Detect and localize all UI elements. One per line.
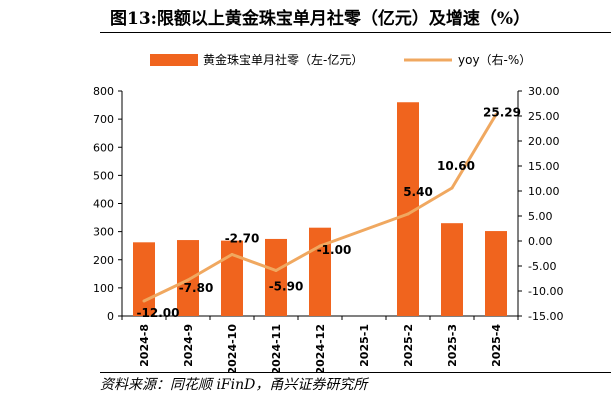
- bar: [309, 227, 331, 316]
- bar: [133, 242, 155, 316]
- bar: [441, 223, 463, 316]
- right-tick-label: 30.00: [528, 85, 560, 98]
- left-tick-label: 100: [93, 282, 114, 295]
- right-tick-label: 25.00: [528, 110, 560, 123]
- x-tick-label: 2025-4: [490, 324, 503, 367]
- yoy-data-label: 10.60: [437, 159, 475, 173]
- yoy-point: [318, 244, 322, 248]
- yoy-data-label: -1.00: [317, 243, 352, 257]
- x-tick-label: 2024-11: [270, 324, 283, 372]
- yoy-point: [186, 278, 190, 282]
- legend-label-bar: 黄金珠宝单月社零（左-亿元）: [203, 52, 363, 67]
- right-tick-label: 0.00: [528, 235, 553, 248]
- bar: [485, 231, 507, 316]
- legend-label-line: yoy（右-%）: [458, 52, 531, 67]
- left-tick-label: 800: [93, 85, 114, 98]
- left-tick-label: 600: [93, 141, 114, 154]
- right-tick-label: -15.00: [528, 310, 563, 323]
- right-tick-label: -10.00: [528, 285, 563, 298]
- yoy-data-label: -7.80: [179, 281, 214, 295]
- left-tick-label: 400: [93, 198, 114, 211]
- x-tick-label: 2025-3: [446, 324, 459, 367]
- yoy-data-label: 25.29: [483, 106, 521, 120]
- legend: 黄金珠宝单月社零（左-亿元） yoy（右-%）: [150, 52, 531, 67]
- left-tick-label: 700: [93, 113, 114, 126]
- bar: [265, 238, 287, 316]
- yoy-data-label: -12.00: [137, 306, 180, 320]
- yoy-data-label: -5.90: [269, 280, 304, 294]
- x-tick-label: 2024-10: [226, 324, 239, 372]
- right-tick-label: 20.00: [528, 135, 560, 148]
- left-tick-label: 200: [93, 254, 114, 267]
- x-tick-label: 2024-12: [314, 324, 327, 372]
- source-note: 资料来源：同花顺 iFinD，甬兴证券研究所: [100, 377, 368, 393]
- yoy-data-label: -2.70: [225, 232, 260, 246]
- left-tick-label: 300: [93, 226, 114, 239]
- x-tick-label: 2025-1: [358, 324, 371, 367]
- chart: 黄金珠宝单月社零（左-亿元） yoy（右-%） 0 100 200 300 400 500 6…: [93, 52, 563, 372]
- left-tick-label: 500: [93, 169, 114, 182]
- yoy-point: [494, 113, 498, 117]
- title-underline: [100, 32, 611, 33]
- yoy-line: [143, 113, 498, 303]
- data-labels: -12.00 -7.80 -2.70 -5.90 -1.00 5.40 10.60 25.29: [137, 106, 521, 320]
- x-tick-label: 2025-2: [402, 324, 415, 367]
- bar: [177, 240, 199, 316]
- right-tick-label: -5.00: [528, 260, 556, 273]
- line-series: [142, 113, 498, 303]
- yoy-point: [406, 212, 410, 216]
- x-tick-label: 2024-8: [138, 324, 151, 367]
- right-tick-label: 5.00: [528, 210, 553, 223]
- yoy-point: [450, 186, 454, 190]
- legend-swatch-bar: [150, 54, 198, 66]
- yoy-data-label: 5.40: [403, 185, 433, 199]
- yoy-point: [230, 253, 234, 256]
- right-tick-label: 10.00: [528, 185, 560, 198]
- yoy-point: [274, 269, 278, 272]
- right-tick-label: 15.00: [528, 160, 560, 173]
- footer-rule: [100, 372, 611, 373]
- yoy-point: [142, 299, 146, 303]
- chart-title: 图13:限额以上黄金珠宝单月社零（亿元）及增速（%）: [110, 9, 531, 29]
- bar: [397, 102, 419, 316]
- bar: [221, 240, 243, 316]
- left-tick-label: 0: [107, 310, 114, 323]
- x-tick-label: 2024-9: [182, 324, 195, 367]
